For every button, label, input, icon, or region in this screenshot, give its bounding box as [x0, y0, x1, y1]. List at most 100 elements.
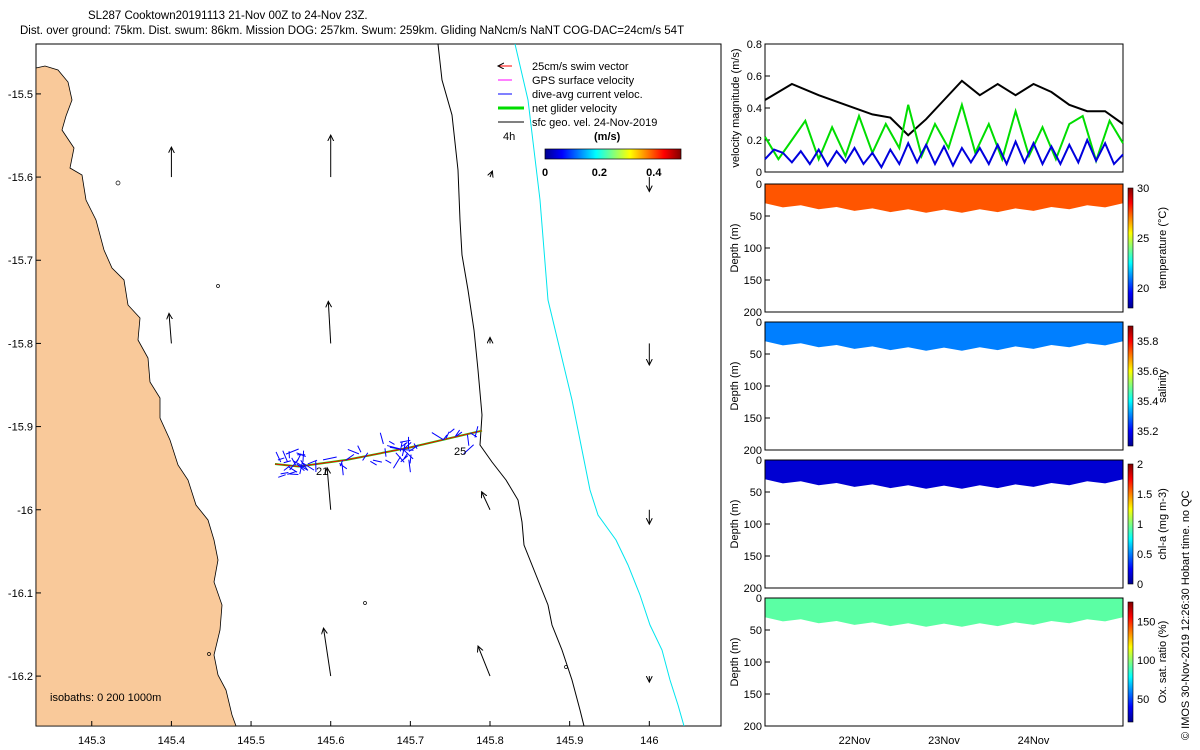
section-cbar-tick: 30	[1137, 183, 1149, 195]
legend-label-net: net glider velocity	[532, 103, 617, 115]
legend-label-gps: GPS surface velocity	[532, 75, 635, 87]
map-x-ticks: 145.3 145.4 145.5 145.6 145.7 145.8 145.9 146	[78, 721, 658, 747]
dac-vector	[277, 457, 285, 461]
credit-wrap: © IMOS 30-Nov-2019 12:26:30 Hobart time.…	[1175, 440, 1195, 740]
dac-vector	[385, 459, 392, 464]
dac-vector	[400, 455, 409, 463]
section-y-tick-label: 50	[750, 211, 762, 223]
map-y-tick-label: -16	[17, 505, 33, 517]
colorbar-title: (m/s)	[594, 131, 621, 143]
map-y-tick-label: -15.9	[8, 422, 33, 434]
dac-vector	[278, 474, 286, 478]
dac-vector	[296, 453, 302, 462]
dac-vector	[370, 460, 377, 466]
time-axis: 22Nov 23Nov 24Nov	[839, 735, 1050, 747]
velocity-frame	[764, 43, 1124, 173]
dac-vector	[296, 452, 306, 457]
dac-vector	[474, 426, 479, 438]
section-data-band	[765, 460, 1123, 489]
section-cbar-label: chl-a (mg m-3)	[1157, 488, 1169, 560]
colorbar-tick: 0.4	[646, 167, 662, 179]
section-y-tick-label: 200	[744, 307, 762, 319]
geostrophic-vectors	[169, 135, 649, 682]
section-cbar-label: temperature (°C)	[1157, 207, 1169, 289]
map-y-tick-label: -15.6	[8, 172, 33, 184]
dac-vector	[275, 451, 282, 463]
section-cbar-tick: 1	[1137, 519, 1143, 531]
section-y-tick-label: 100	[744, 243, 762, 255]
dac-vector	[339, 463, 348, 470]
section-y-tick-label: 200	[744, 583, 762, 595]
dac-vector	[280, 471, 289, 475]
section-data-band	[765, 184, 1123, 213]
legend-label-swim: 25cm/s swim vector	[532, 61, 629, 73]
day-label-21: 21	[316, 466, 328, 478]
dac-vector	[449, 428, 455, 434]
section-panels: Depth (m) 0 50 100 150 200 20 25 30 temperature (…	[729, 179, 1169, 733]
map-x-tick-label: 145.4	[158, 735, 186, 747]
velocity-y-tick-label: 0.4	[747, 103, 762, 115]
section-ylabel: Depth (m)	[729, 638, 741, 687]
section-colorbar	[1127, 601, 1134, 723]
legend-time-scale: 4h	[503, 131, 515, 143]
section-cbar-tick: 25	[1137, 233, 1149, 245]
dac-vector	[283, 460, 292, 464]
section-cbar-tick: 2	[1137, 459, 1143, 471]
section-y-tick-label: 100	[744, 381, 762, 393]
map-y-tick-label: -15.7	[8, 255, 33, 267]
dac-vector	[466, 434, 470, 446]
section-cbar-tick: 20	[1137, 283, 1149, 295]
section-cbar-tick: 1.5	[1137, 489, 1152, 501]
velocity-ylabel: velocity magnitude (m/s)	[730, 48, 742, 167]
credit-text: © IMOS 30-Nov-2019 12:26:30 Hobart time.…	[1180, 490, 1192, 740]
dac-vector	[409, 454, 412, 464]
time-tick-label: 23Nov	[928, 735, 960, 747]
section-ylabel: Depth (m)	[729, 500, 741, 549]
geo-velocity-vector	[324, 628, 332, 677]
section-y-tick-label: 100	[744, 519, 762, 531]
title-line1: SL287 Cooktown20191113 21-Nov 00Z to 24-…	[88, 10, 368, 22]
map-y-tick-label: -16.1	[8, 588, 33, 600]
section-cbar-tick: 35.2	[1137, 426, 1158, 438]
map-x-tick-label: 145.8	[476, 735, 504, 747]
dac-vector	[345, 453, 355, 461]
dac-vector	[296, 463, 309, 471]
section-cbar-label: salinity	[1157, 369, 1169, 403]
dac-vector	[399, 441, 403, 452]
isobath-1000m	[514, 43, 685, 727]
island-marker	[115, 180, 121, 186]
map-colorbar	[544, 148, 682, 160]
isobath-200m	[437, 43, 585, 727]
geo-velocity-vector	[482, 492, 491, 510]
dac-vector	[285, 448, 299, 455]
velocity-y-tick-label: 0.8	[747, 39, 762, 51]
geo-velocity-vector	[169, 313, 171, 344]
section-y-tick-label: 200	[744, 445, 762, 457]
dac-vector	[408, 444, 419, 452]
map-y-tick-label: -16.2	[8, 671, 33, 683]
map-y-tick-label: -15.8	[8, 338, 33, 350]
section-ylabel: Depth (m)	[729, 362, 741, 411]
velocity-series-blue	[764, 137, 1124, 170]
section-y-tick-label: 150	[744, 689, 762, 701]
isobaths-label: isobaths: 0 200 1000m	[50, 692, 161, 704]
section-panel-1: Depth (m) 0 50 100 150 200 20 25 30 temperature (…	[729, 179, 1169, 319]
dac-vector	[339, 460, 344, 467]
island-marker	[207, 652, 211, 656]
section-y-tick-label: 150	[744, 551, 762, 563]
island-marker	[564, 665, 568, 669]
legend-label-dac: dive-avg current veloc.	[532, 89, 643, 101]
section-y-tick-label: 100	[744, 657, 762, 669]
section-colorbar	[1127, 325, 1134, 447]
legend-label-geo: sfc geo. vel. 24-Nov-2019	[532, 117, 657, 129]
dac-vector	[357, 445, 362, 453]
velocity-series-green	[764, 101, 1124, 165]
section-y-tick-label: 150	[744, 413, 762, 425]
dac-vector	[388, 440, 395, 445]
dac-vector	[299, 461, 303, 475]
section-y-tick-label: 0	[756, 317, 762, 329]
dac-vector	[456, 431, 463, 437]
geo-velocity-vector	[327, 468, 332, 510]
colorbar-tick: 0.2	[592, 167, 607, 179]
glider-track	[274, 426, 483, 478]
